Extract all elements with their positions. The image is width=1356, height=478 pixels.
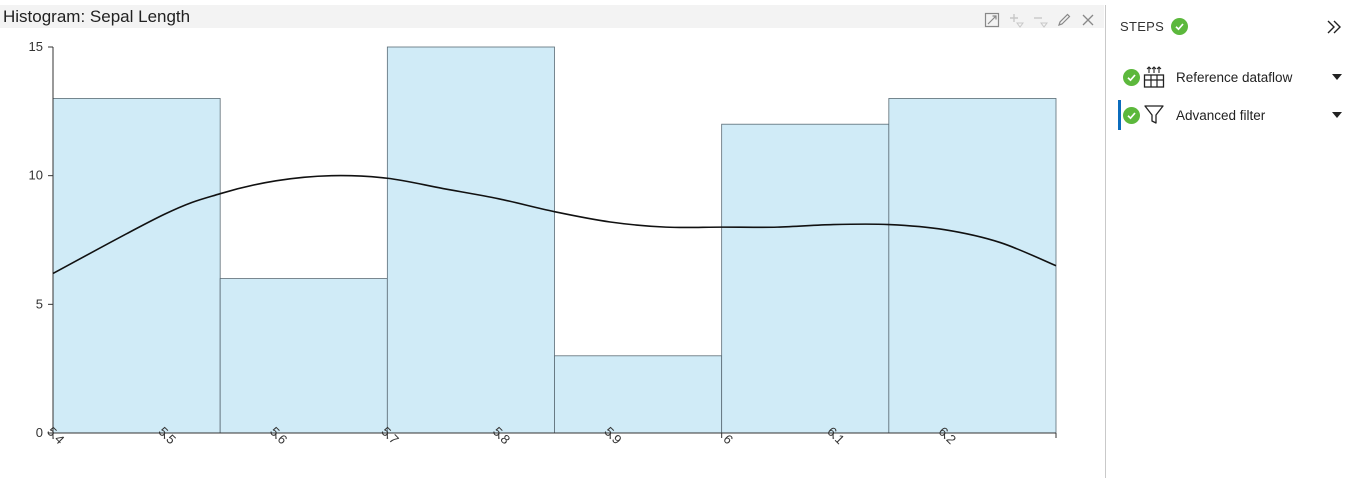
histogram-bar [554,355,723,434]
histogram-bar [386,46,555,434]
y-tick-label: 10 [29,168,43,183]
collapse-panel-icon[interactable] [1324,17,1344,37]
chart-title: Histogram: Sepal Length [3,7,191,26]
edit-icon[interactable] [1054,10,1074,30]
histogram-bar [52,98,221,434]
histogram-bar [888,98,1057,434]
remove-filter-icon[interactable] [1030,10,1050,30]
density-curve [52,174,1057,275]
x-tick-label: 6 [720,431,736,447]
expand-icon[interactable] [982,10,1002,30]
y-tick-label: 15 [29,39,43,54]
chart-header [0,5,1104,28]
close-icon[interactable] [1078,10,1098,30]
success-check-icon [1123,106,1140,124]
y-tick-label: 0 [36,425,43,440]
reference-dataflow-icon [1142,65,1166,89]
steps-panel: STEPS Reference dataflow [1105,5,1356,478]
step-label: Advanced filter [1176,107,1266,123]
chevron-down-icon[interactable] [1330,108,1344,122]
y-tick-label: 5 [36,296,43,311]
step-label: Reference dataflow [1176,69,1293,85]
step-reference-dataflow[interactable]: Reference dataflow [1118,62,1346,92]
steps-title: STEPS [1120,19,1165,34]
step-advanced-filter[interactable]: Advanced filter [1118,100,1346,130]
add-filter-icon[interactable] [1006,10,1026,30]
success-check-icon [1171,18,1189,35]
histogram-bar [219,278,388,434]
success-check-icon [1123,68,1140,86]
chart-panel: 0 5 10 15 5.4 5.5 5.6 5.7 5.8 5.9 6 6.1 6.2 Histogra… [0,5,1104,447]
histogram-bar [721,123,890,434]
chart-toolbar [982,10,1098,30]
steps-header: STEPS [1120,18,1189,35]
chevron-down-icon[interactable] [1330,70,1344,84]
filter-icon [1142,103,1166,127]
